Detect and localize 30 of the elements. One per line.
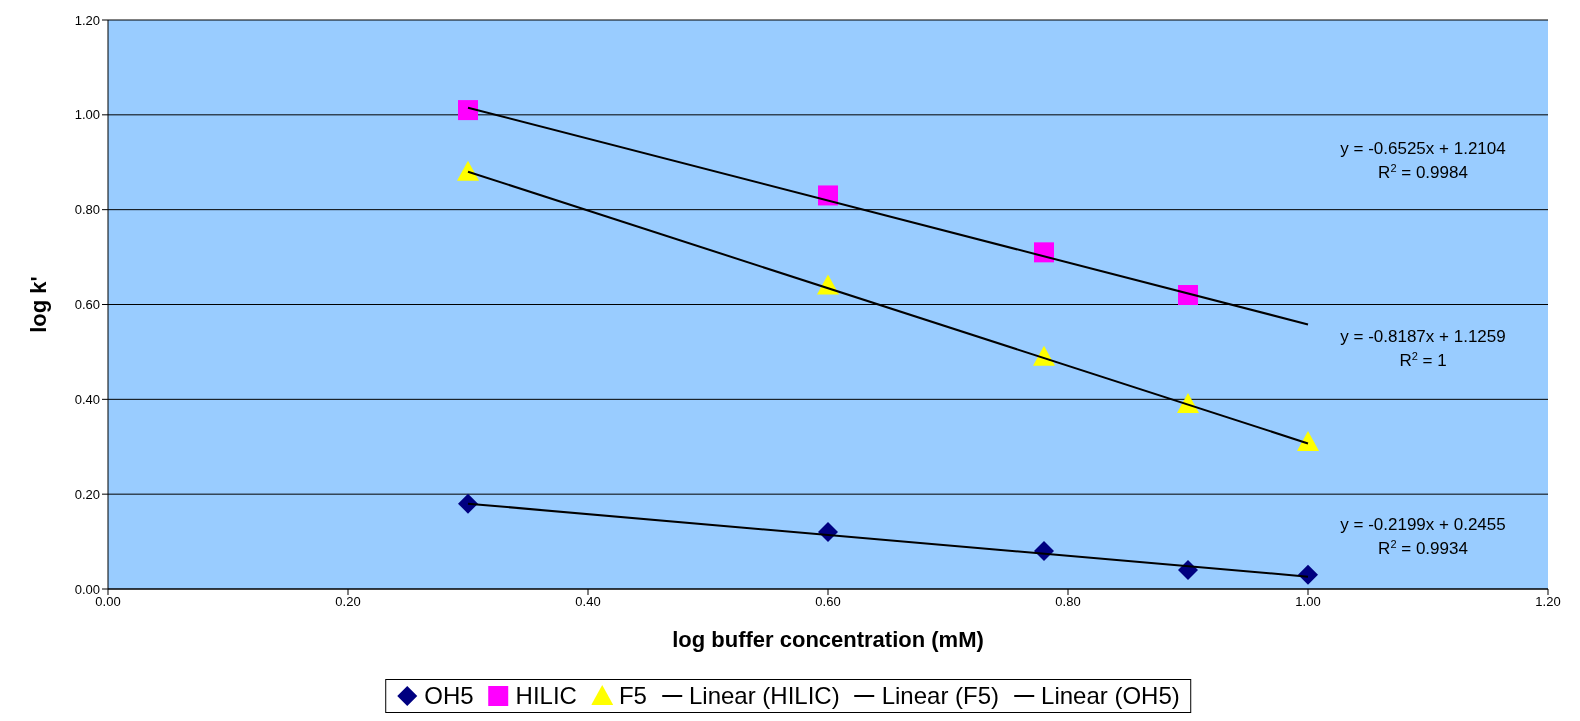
x-tick-label: 0.00 [95, 594, 121, 610]
x-tick-label: 1.00 [1295, 594, 1321, 610]
x-axis-title: log buffer concentration (mM) [672, 627, 984, 652]
point [458, 493, 478, 514]
y-tick-label: 0.80 [74, 202, 100, 218]
x-tick-label: 0.60 [815, 594, 841, 610]
y-tick-label: 0.00 [74, 581, 100, 597]
annotation: y = -0.2199x + 0.2455 R$^{2}$ = 0.9934 [1340, 515, 1506, 558]
y-tick-label: 0.60 [74, 297, 100, 313]
legend-label: HILIC [515, 682, 577, 710]
legend-label: Linear (HILIC) [688, 682, 840, 710]
annotation: y = -0.8187x + 1.1259 R$^{2}$ = 1 [1340, 327, 1506, 370]
y-tick-label: 0.40 [74, 391, 100, 407]
y-tick-label: 1.20 [74, 12, 100, 28]
legend-label: Linear (OH5) [1041, 682, 1180, 710]
x-tick-label: 0.20 [335, 594, 361, 610]
point [1297, 431, 1319, 452]
legend-label: Linear (F5) [881, 682, 1000, 710]
legend-label: OH5 [424, 682, 474, 710]
x-tick-label: 1.20 [1535, 594, 1561, 610]
y-axis-title: log k' [25, 276, 51, 333]
point [458, 100, 478, 121]
annotation: y = -0.6525x + 1.2104 R$^{2}$ = 0.9984 [1340, 139, 1506, 182]
x-tick-label: 0.40 [575, 594, 601, 610]
y-tick-label: 0.20 [74, 486, 100, 502]
y-tick-label: 1.00 [74, 107, 100, 123]
x-tick-label: 0.80 [1055, 594, 1081, 610]
point [1298, 564, 1318, 585]
legend-label: F5 [618, 682, 647, 710]
point [457, 160, 479, 181]
